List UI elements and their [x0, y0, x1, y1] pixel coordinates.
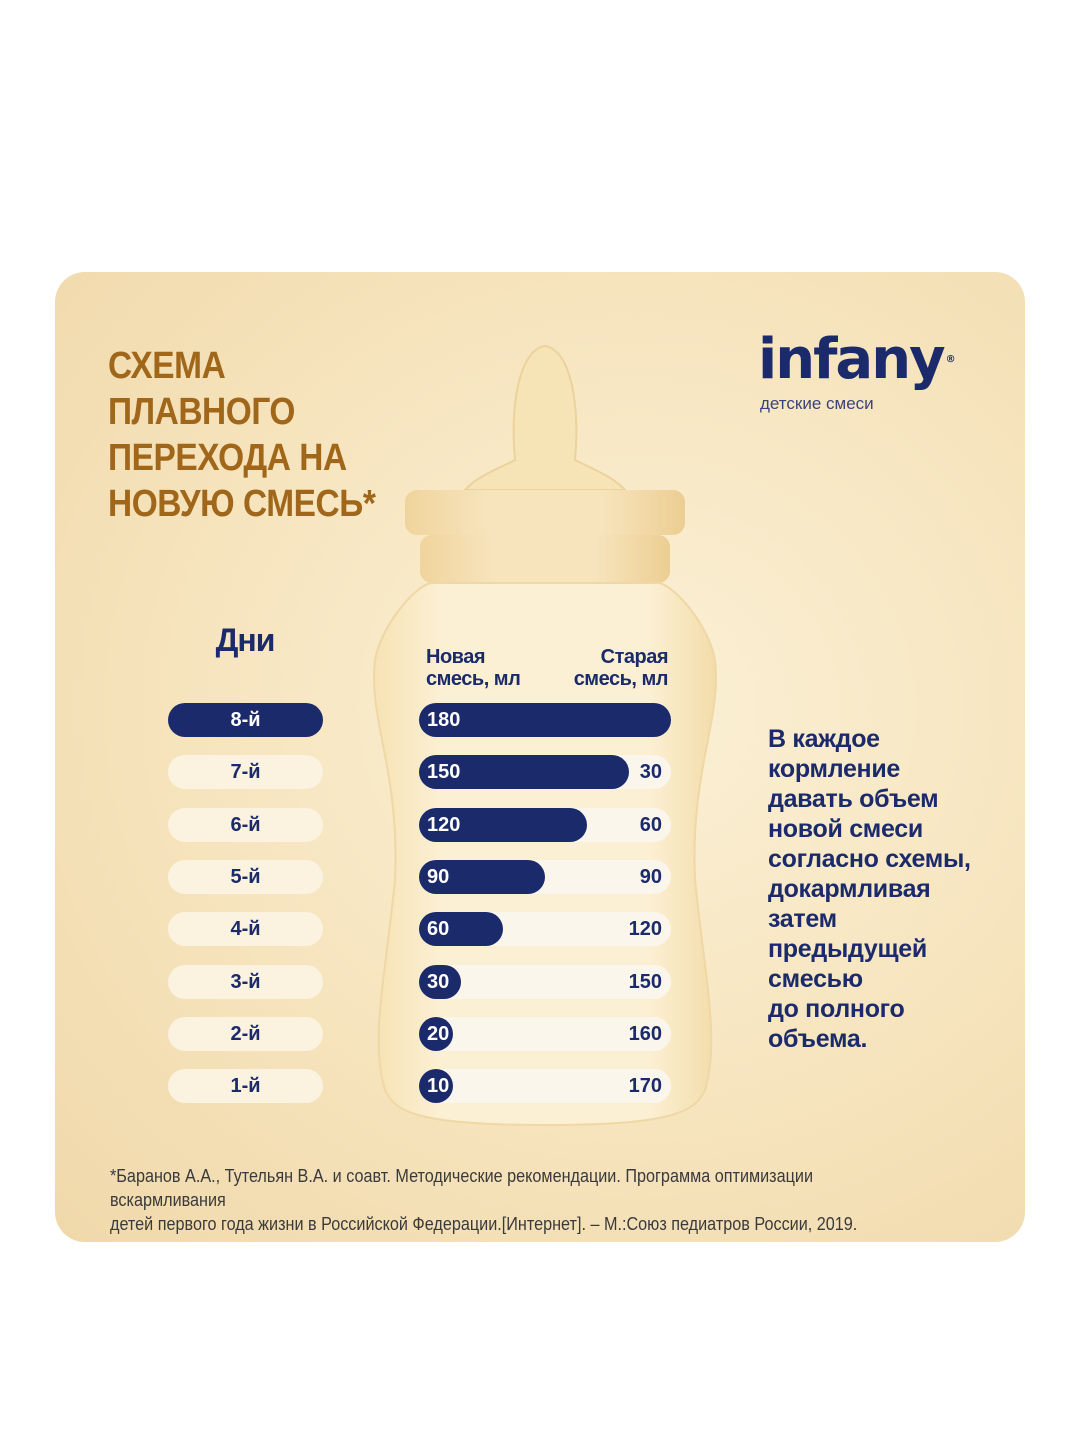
old-formula-value: 150	[628, 971, 662, 993]
new-formula-value: 150	[427, 761, 461, 783]
volume-bar: 10 170	[419, 1069, 671, 1103]
day-pill: 6-й	[168, 808, 323, 842]
new-formula-value: 20	[427, 1023, 450, 1045]
new-formula-value: 10	[427, 1075, 450, 1097]
new-formula-value: 180	[427, 709, 461, 731]
old-formula-value: 170	[628, 1075, 662, 1097]
volume-bar: 120 60	[419, 808, 671, 842]
brand-subtitle: детские смеси	[760, 394, 874, 413]
day-pill: 7-й	[168, 755, 323, 789]
new-formula-value: 60	[427, 918, 450, 940]
old-formula-value: 60	[639, 814, 662, 836]
old-formula-value: 0	[650, 709, 662, 731]
volume-bar: 20 160	[419, 1017, 671, 1051]
new-formula-fill	[419, 965, 461, 999]
new-formula-header: Новая смесь, мл	[426, 646, 521, 690]
day-pill: 5-й	[168, 860, 323, 894]
brand-name: infany	[758, 327, 946, 392]
new-formula-fill	[419, 912, 503, 946]
old-formula-value: 30	[639, 761, 662, 783]
brand-registered-mark: ®	[945, 354, 956, 365]
page-title: СХЕМА ПЛАВНОГО ПЕРЕХОДА НА НОВУЮ СМЕСЬ*	[108, 345, 376, 525]
volume-bar: 180 0	[419, 703, 671, 737]
new-formula-fill	[419, 1017, 453, 1051]
new-formula-fill	[419, 860, 545, 894]
day-pill: 4-й	[168, 912, 323, 946]
volume-bar: 30 150	[419, 965, 671, 999]
day-pill: 2-й	[168, 1017, 323, 1051]
old-formula-value: 120	[628, 918, 662, 940]
volume-bar: 60 120	[419, 912, 671, 946]
day-pill: 1-й	[168, 1069, 323, 1103]
instruction-text: В каждое кормление давать объем новой см…	[768, 725, 971, 1053]
new-formula-value: 30	[427, 971, 450, 993]
new-formula-fill	[419, 703, 671, 737]
old-formula-header: Старая смесь, мл	[573, 646, 669, 690]
volume-bar: 150 30	[419, 755, 671, 789]
bottle-teat	[462, 344, 628, 491]
old-formula-value: 90	[639, 866, 662, 888]
new-formula-fill	[419, 808, 587, 842]
bottle-ring	[420, 535, 670, 583]
new-formula-value: 120	[427, 814, 461, 836]
footnote: *Баранов А.А., Тутельян В.А. и соавт. Ме…	[110, 1166, 858, 1234]
new-formula-fill	[419, 1069, 453, 1103]
volume-bar: 90 90	[419, 860, 671, 894]
bottle-cap	[405, 490, 685, 535]
new-formula-fill	[419, 755, 629, 789]
brand-logo: infany ® детские смеси	[758, 327, 956, 414]
days-column-title: Дни	[215, 622, 276, 658]
old-formula-value: 160	[628, 1023, 662, 1045]
new-formula-value: 90	[427, 866, 450, 888]
day-pill: 8-й	[168, 703, 323, 737]
day-pill: 3-й	[168, 965, 323, 999]
